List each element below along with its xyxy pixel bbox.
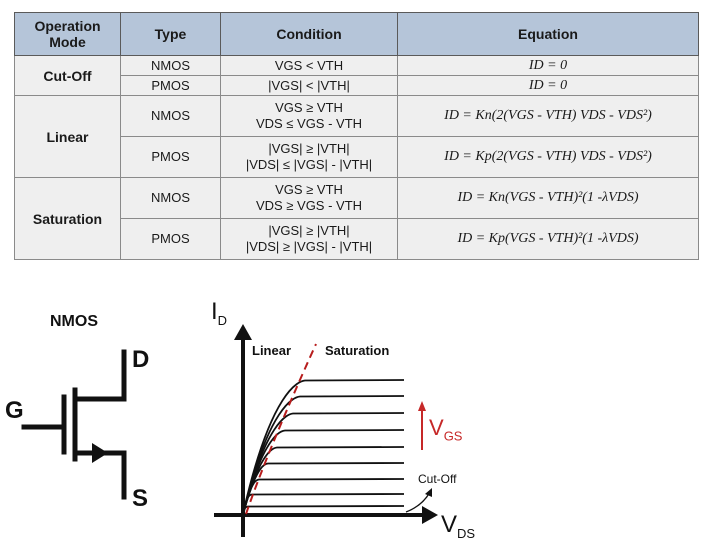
equation-cell: ID = Kn(VGS - VTH)²(1 -λVDS)	[397, 177, 699, 219]
condition-line-2: VDS ≤ VGS - VTH	[255, 116, 363, 131]
condition-line-1: VGS ≥ VTH	[275, 182, 343, 197]
iv-curve	[242, 478, 405, 515]
header-operation-mode: Operation Mode	[14, 12, 121, 56]
header-type: Type	[120, 12, 221, 56]
table-row: PMOS |VGS| ≥ |VTH| |VDS| ≤ |VGS| - |VTH| …	[15, 136, 699, 178]
condition-cell: VGS < VTH	[220, 55, 398, 76]
equation-cell: ID = Kp(VGS - VTH)²(1 -λVDS)	[397, 218, 699, 260]
equation-cell: ID = Kp(2(VGS - VTH) VDS - VDS²)	[397, 136, 699, 178]
condition-line-2: VDS ≥ VGS - VTH	[255, 198, 363, 213]
condition-cell: VGS ≥ VTH VDS ≥ VGS - VTH	[220, 177, 398, 219]
type-cell: PMOS	[120, 136, 221, 178]
condition-line-1: |VGS| ≥ |VTH|	[268, 141, 350, 156]
operation-mode-table: Operation Mode Type Condition Equation C…	[14, 12, 699, 260]
header-equation: Equation	[397, 12, 699, 56]
mode-saturation: Saturation	[14, 177, 121, 260]
condition-line-1: VGS ≥ VTH	[275, 100, 343, 115]
y-axis-label: ID	[211, 298, 228, 328]
type-cell: PMOS	[120, 218, 221, 260]
cutoff-label: Cut-Off	[418, 472, 457, 486]
mode-cutoff: Cut-Off	[14, 55, 121, 96]
equation-cell: ID = Kn(2(VGS - VTH) VDS - VDS²)	[397, 95, 699, 137]
type-cell: NMOS	[120, 55, 221, 76]
vgs-arrow-icon	[418, 401, 426, 411]
region-linear-label: Linear	[252, 343, 292, 358]
cutoff-arrow-icon	[425, 488, 432, 497]
y-axis-arrow-icon	[234, 324, 252, 340]
drain-label: D	[132, 346, 150, 373]
table-row: PMOS |VGS| ≥ |VTH| |VDS| ≥ |VGS| - |VTH| …	[15, 218, 699, 260]
table-row: Linear NMOS VGS ≥ VTH VDS ≤ VGS - VTH ID …	[14, 95, 699, 178]
condition-line-2: |VDS| ≥ |VGS| - |VTH|	[245, 239, 373, 254]
equation-cell: ID = 0	[397, 75, 699, 96]
condition-line-1: |VGS| ≥ |VTH|	[268, 223, 350, 238]
table-row: Saturation NMOS VGS ≥ VTH VDS ≥ VGS - VTH…	[14, 177, 699, 260]
x-axis-arrow-icon	[422, 506, 438, 524]
iv-curves	[242, 379, 405, 516]
condition-line-2: |VDS| ≤ |VGS| - |VTH|	[245, 157, 373, 172]
nmos-symbol	[21, 349, 127, 500]
type-cell: NMOS	[120, 177, 221, 219]
header-condition: Condition	[220, 12, 398, 56]
condition-cell: |VGS| ≥ |VTH| |VDS| ≤ |VGS| - |VTH|	[220, 136, 398, 178]
condition-cell: VGS ≥ VTH VDS ≤ VGS - VTH	[220, 95, 398, 137]
graph-axes	[214, 335, 428, 537]
x-axis-label: VDS	[441, 511, 476, 541]
condition-cell: |VGS| ≥ |VTH| |VDS| ≥ |VGS| - |VTH|	[220, 218, 398, 260]
iv-curve	[242, 446, 405, 515]
gate-label: G	[5, 397, 24, 424]
source-label: S	[132, 485, 149, 512]
mode-linear: Linear	[14, 95, 121, 178]
symbol-title: NMOS	[50, 313, 98, 330]
saturation-boundary	[245, 343, 317, 515]
vgs-label: VGS	[429, 415, 463, 444]
equation-cell: ID = 0	[397, 55, 699, 76]
source-arrow-icon	[92, 443, 108, 463]
table-row: Cut-Off NMOS VGS < VTH ID = 0	[14, 55, 699, 96]
type-cell: NMOS	[120, 95, 221, 137]
iv-curve	[242, 493, 405, 515]
region-saturation-label: Saturation	[325, 343, 390, 358]
